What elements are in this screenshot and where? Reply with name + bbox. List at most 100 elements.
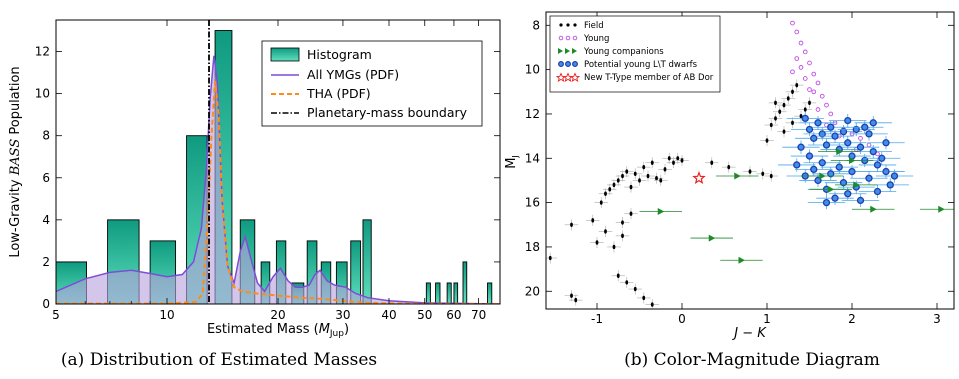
- field-point-2: [570, 293, 573, 298]
- potential-point-39: [797, 143, 805, 151]
- new-member-point: [692, 171, 706, 185]
- legend-new-member-label: New T-Type member of AB Dor: [584, 73, 714, 83]
- legend-field-marker: [559, 23, 577, 27]
- companion-point-1: [734, 172, 741, 180]
- field-point-14: [633, 171, 637, 176]
- chart-b-y-axis-title: MJ: [504, 155, 520, 169]
- chart-b-plot-area: [546, 20, 954, 309]
- legend-histogram-label: Histogram: [307, 47, 372, 62]
- potential-point-33: [873, 187, 882, 196]
- chart-a-y-tick-label-6: 6: [42, 171, 50, 185]
- chart-a-y-tick-label-2: 2: [42, 255, 50, 269]
- potential-point-29: [848, 167, 856, 176]
- potential-point-41: [793, 161, 801, 169]
- potential-point-6: [822, 141, 831, 149]
- young-point-12: [815, 107, 821, 112]
- histogram-bar-15: [425, 282, 431, 304]
- young-point-4: [802, 49, 808, 55]
- young-point-22: [811, 89, 817, 95]
- potential-point-22: [818, 159, 826, 167]
- field-point-5: [591, 218, 595, 223]
- young-point-5: [807, 60, 812, 66]
- field-point-26: [629, 211, 633, 216]
- young-point-9: [807, 87, 812, 92]
- potential-point-18: [873, 161, 882, 169]
- field-point-12: [625, 169, 629, 174]
- field-point-52: [791, 120, 794, 126]
- chart-b-y-tick-label-18: 18: [525, 240, 540, 254]
- field-point-30: [625, 280, 629, 285]
- chart-a-caption: (a) Distribution of Estimated Masses: [61, 350, 377, 370]
- chart-a-y-axis-title: Low-Gravity BASS Population: [8, 66, 23, 257]
- chart-a-x-tick-label-20: 20: [270, 308, 285, 322]
- field-point-51: [782, 129, 786, 134]
- chart-b-frame: [545, 11, 955, 310]
- chart-a-y-tick-label-12: 12: [35, 45, 50, 59]
- field-point-35: [604, 229, 607, 234]
- young-point-17: [858, 135, 863, 141]
- potential-point-11: [844, 139, 852, 147]
- field-point-48: [791, 89, 794, 94]
- chart-b-x-tick-label-3: 3: [933, 312, 941, 326]
- legend-ymg-label: All YMGs (PDF): [307, 67, 399, 82]
- potential-point-27: [839, 179, 848, 187]
- chart-b-x-tick-label-0: 0: [678, 312, 686, 326]
- field-point-32: [642, 295, 646, 301]
- young-point-6: [798, 65, 804, 70]
- young-point-10: [819, 93, 825, 99]
- potential-point-28: [844, 190, 852, 198]
- potential-point-17: [869, 147, 877, 156]
- potential-point-10: [839, 128, 848, 136]
- potential-point-43: [861, 123, 869, 131]
- field-point-31: [633, 286, 637, 292]
- chart-b-legend-box: [549, 15, 721, 93]
- field-point-13: [629, 184, 633, 190]
- field-point-49: [795, 82, 799, 88]
- field-point-22: [667, 156, 671, 161]
- field-point-43: [769, 122, 773, 128]
- companion-point-3: [708, 234, 716, 242]
- potential-point-5: [818, 130, 826, 138]
- legend-potential-label: Potential young L\T dwarfs: [584, 60, 698, 70]
- field-point-55: [808, 100, 811, 106]
- field-point-20: [659, 178, 663, 183]
- field-point-11: [621, 173, 624, 179]
- field-point-29: [616, 273, 620, 278]
- field-point-17: [646, 173, 650, 179]
- companion-point-5: [870, 205, 877, 213]
- legend-young-label: Young: [583, 34, 609, 44]
- young-point-8: [815, 80, 821, 86]
- field-point-16: [642, 164, 646, 170]
- companion-point-10: [849, 157, 856, 164]
- potential-point-32: [865, 174, 873, 182]
- legend-new-member-marker: [555, 72, 581, 82]
- ymg-pdf-area: [56, 55, 500, 304]
- potential-point-35: [886, 181, 894, 189]
- potential-point-42: [844, 116, 852, 125]
- young-point-18: [866, 142, 872, 148]
- field-point-45: [778, 109, 782, 114]
- chart-a-x-tick-label-70: 70: [471, 308, 486, 322]
- chart-b-caption: (b) Color-Magnitude Diagram: [624, 350, 880, 370]
- legend-histogram-swatch: [270, 47, 300, 62]
- legend-tha-label: THA (PDF): [306, 86, 371, 101]
- field-point-3: [574, 297, 578, 303]
- potential-point-25: [831, 194, 839, 202]
- legend-boundary-label: Planetary-mass boundary: [307, 105, 468, 120]
- chart-a-x-tick-label-60: 60: [446, 308, 461, 322]
- young-point-3: [798, 40, 804, 46]
- field-point-36: [621, 220, 624, 225]
- young-point-21: [790, 69, 795, 75]
- chart-a-x-axis-title: Estimated Mass (MJup): [207, 322, 349, 339]
- potential-point-20: [810, 165, 818, 174]
- field-point-8: [608, 187, 612, 192]
- field-point-6: [599, 200, 603, 205]
- chart-a-axes: 5 10 20 30 40 50 60 70 0 2 4 6 8 10 12: [35, 20, 500, 322]
- potential-point-36: [890, 172, 899, 180]
- field-point-40: [761, 171, 765, 176]
- field-point-41: [769, 173, 773, 179]
- chart-b-y-tick-label-20: 20: [525, 284, 540, 298]
- legend-field-label: Field: [584, 21, 604, 31]
